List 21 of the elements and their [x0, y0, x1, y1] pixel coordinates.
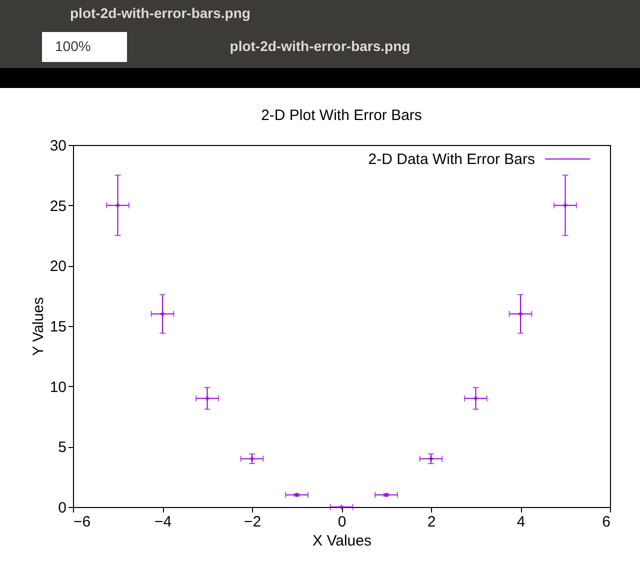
y-tick-label: 30	[50, 138, 66, 154]
x-tick-label: −4	[154, 514, 172, 530]
y-tick-label: 20	[50, 258, 66, 276]
text: plot-2d-with-error-bars.png	[70, 5, 250, 21]
x-tick-label: 2	[427, 514, 436, 530]
x-tick-label: 6	[602, 514, 610, 530]
x-tick-label: −2	[244, 514, 262, 530]
text: plot-2d-with-error-bars.png	[230, 38, 410, 54]
y-tick-label: 10	[50, 378, 66, 396]
x-tick-label: 4	[516, 514, 526, 530]
y-tick-label: 0	[58, 500, 66, 516]
y-tick-label: 5	[58, 439, 66, 456]
legend-label: 2-D Data With Error Bars	[368, 151, 535, 168]
x-tick-label: −6	[74, 514, 91, 530]
y-axis-title: Y Values	[30, 297, 47, 356]
text: 100%	[55, 38, 91, 54]
chart-title: 2-D Plot With Error Bars	[261, 107, 422, 124]
y-tick-label: 15	[50, 318, 66, 336]
x-tick-label: 0	[338, 514, 346, 530]
y-tick-label: 25	[50, 198, 66, 215]
x-axis-title: X Values	[312, 532, 372, 550]
